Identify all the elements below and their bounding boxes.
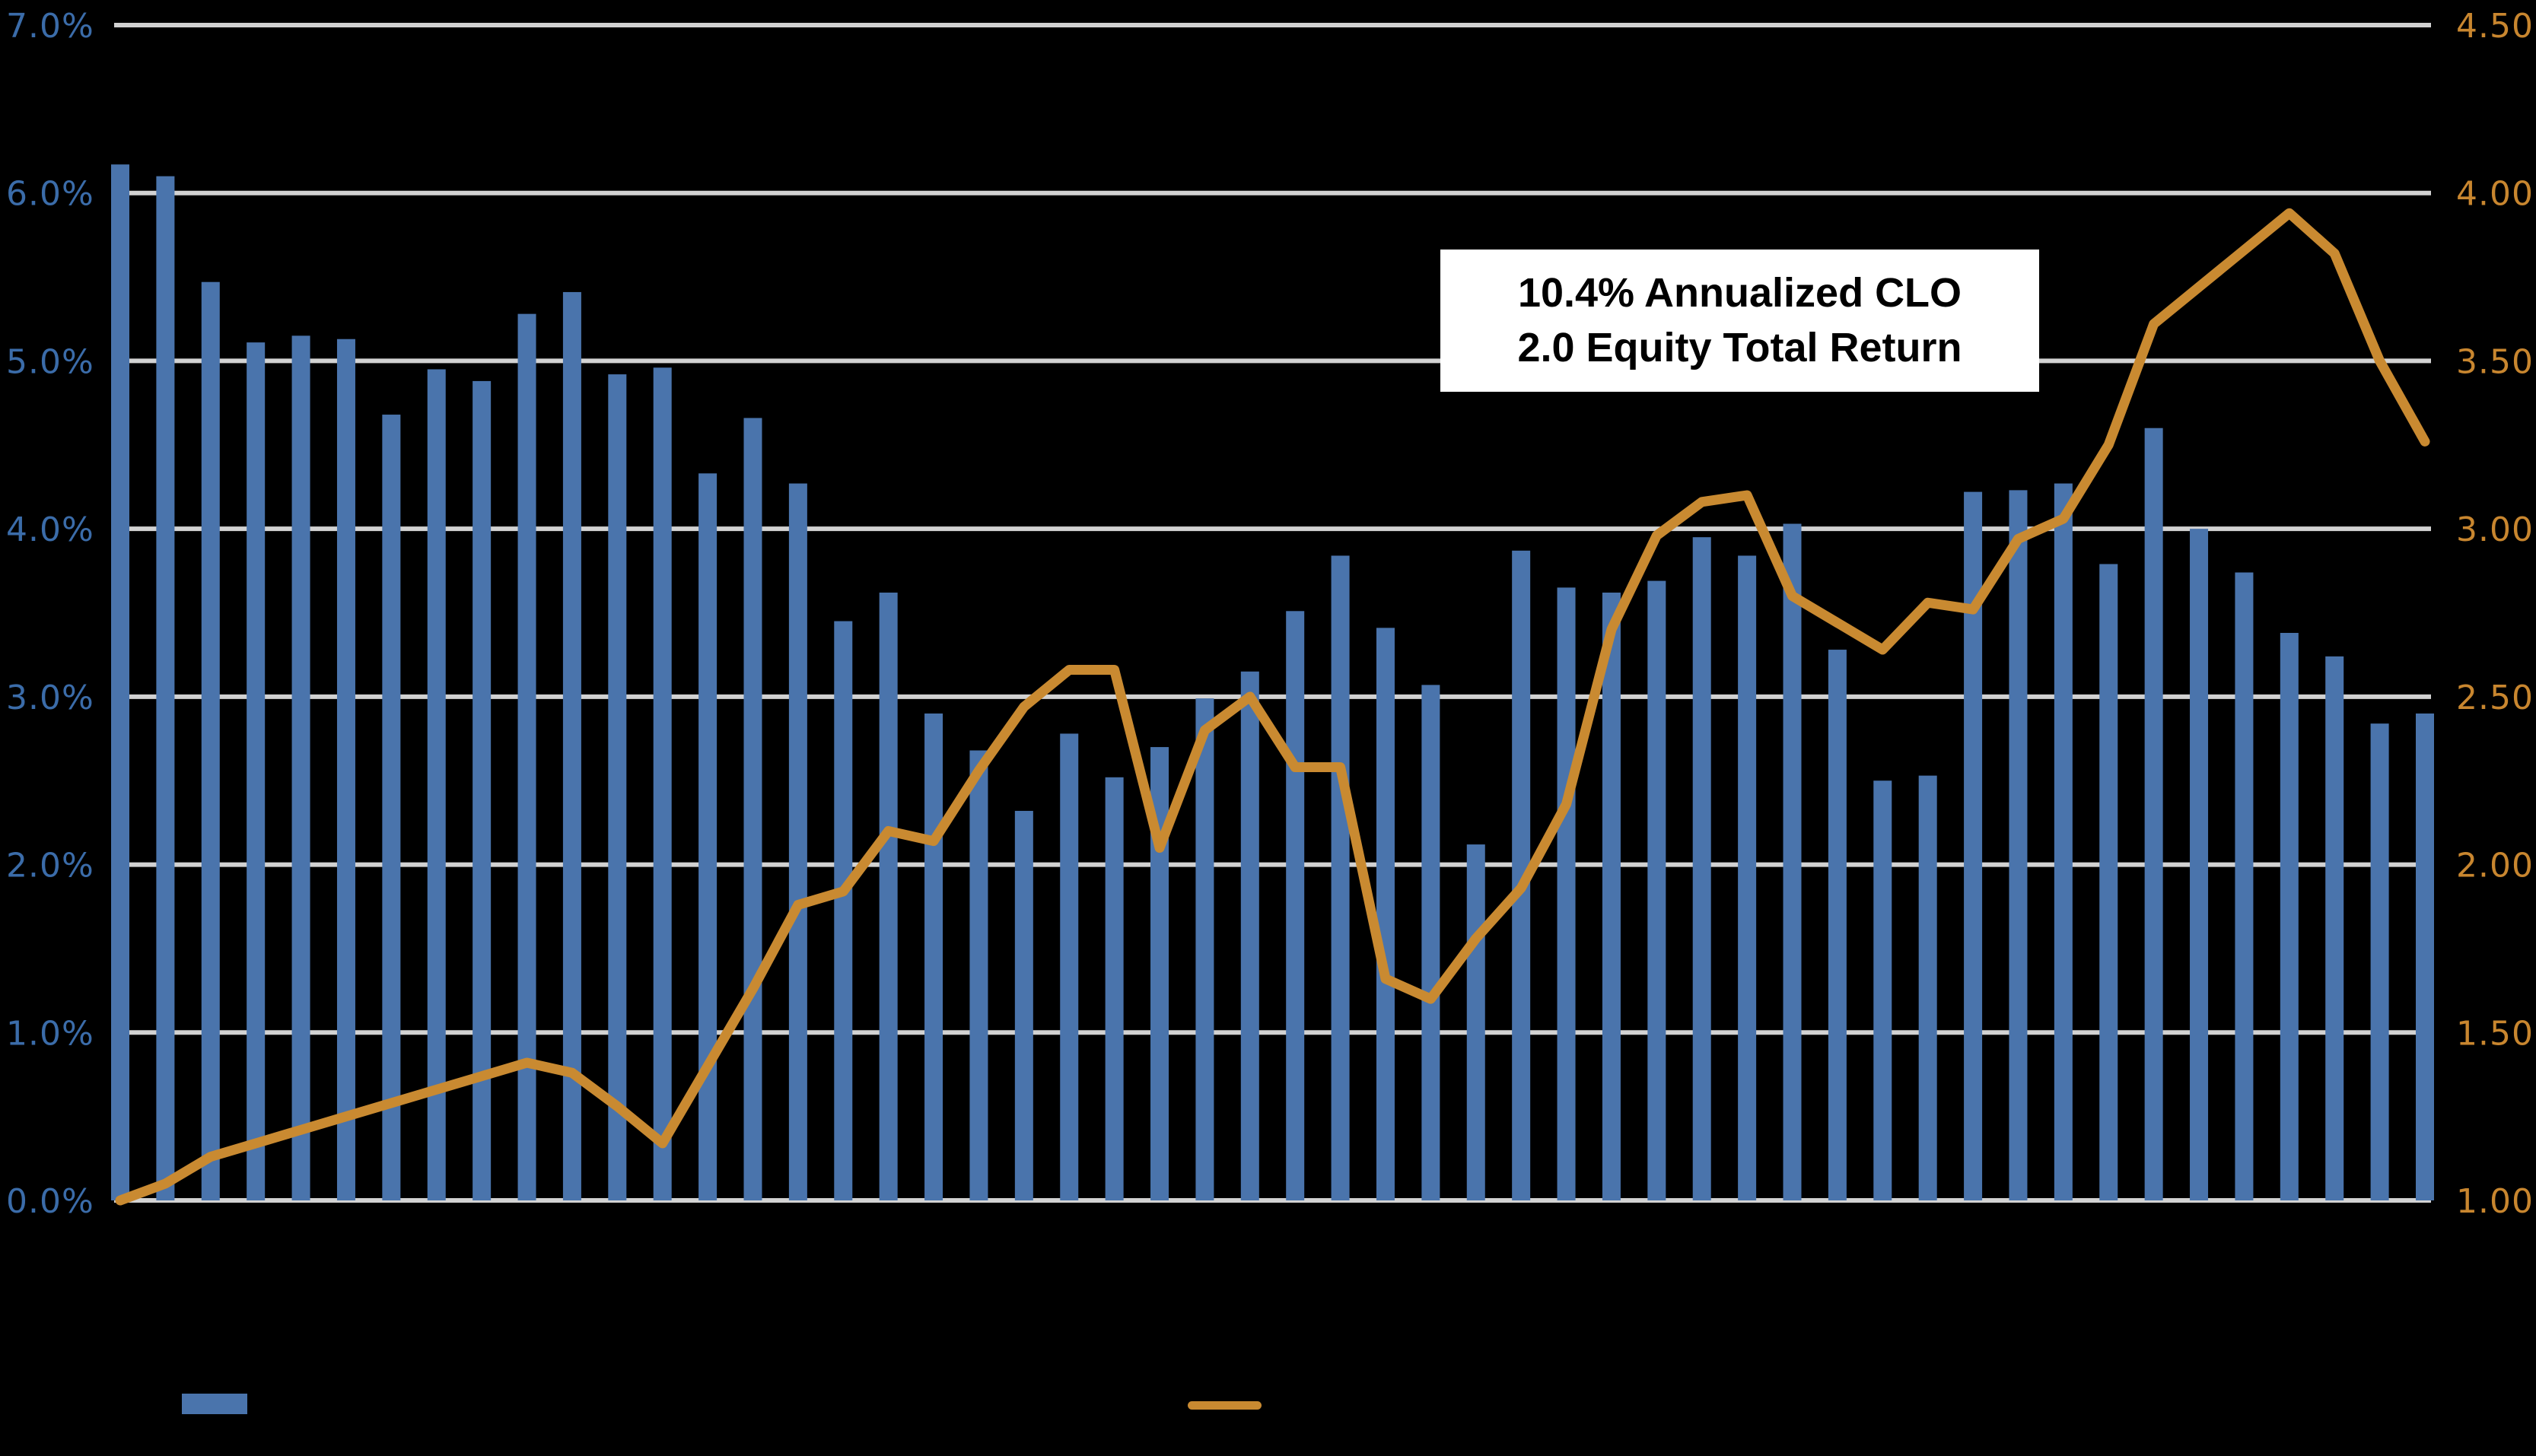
left-axis-tick: 1.0% (6, 1014, 94, 1053)
bar (111, 164, 129, 1200)
bar (517, 313, 536, 1201)
bar (291, 335, 310, 1201)
bar (1602, 593, 1621, 1200)
left-axis-tick: 6.0% (6, 175, 94, 214)
bar (1240, 671, 1259, 1200)
bar (1738, 555, 1757, 1200)
bar (1466, 844, 1485, 1200)
bar (562, 291, 581, 1201)
bar (247, 342, 266, 1200)
bar (2235, 572, 2254, 1200)
bar (2054, 483, 2073, 1200)
bar (1828, 650, 1847, 1200)
left-axis-tick: 3.0% (6, 679, 94, 717)
bar (1331, 555, 1350, 1200)
bar (2099, 564, 2118, 1200)
annotation-callout: 10.4% Annualized CLO 2.0 Equity Total Re… (1440, 250, 2039, 392)
bar (473, 380, 492, 1200)
right-axis-tick: 3.00 (2456, 510, 2534, 549)
total-return-line (115, 208, 2430, 1206)
bar (2190, 529, 2209, 1200)
bar (2325, 656, 2344, 1200)
bar (2009, 490, 2028, 1200)
left-axis-tick: 2.0% (6, 847, 94, 885)
bar (1783, 523, 1802, 1200)
bar (879, 593, 898, 1200)
right-axis-tick: 4.00 (2456, 175, 2534, 214)
bar (608, 374, 627, 1201)
bar (969, 750, 988, 1200)
right-axis-tick: 1.50 (2456, 1014, 2534, 1053)
bar (1873, 780, 1892, 1200)
bar (1105, 777, 1124, 1200)
right-axis-tick: 2.00 (2456, 847, 2534, 885)
right-axis-tick: 3.50 (2456, 342, 2534, 381)
bar (427, 369, 446, 1200)
bar (2144, 428, 2163, 1200)
right-axis-tick: 2.50 (2456, 679, 2534, 717)
bar (1060, 733, 1079, 1200)
bar (201, 281, 220, 1200)
right-axis-tick: 1.00 (2456, 1182, 2534, 1221)
bar (788, 483, 807, 1200)
bar (1376, 628, 1395, 1200)
bar (1286, 611, 1305, 1200)
bar (1014, 810, 1033, 1200)
left-axis-tick: 0.0% (6, 1182, 94, 1221)
left-axis-tick: 4.0% (6, 510, 94, 549)
bar (1557, 587, 1576, 1200)
bar (924, 713, 943, 1200)
bar (336, 339, 355, 1200)
bar (2280, 632, 2299, 1200)
bar (834, 621, 853, 1200)
right-axis-tick: 4.50 (2456, 7, 2534, 46)
annotation-text-line1: 10.4% Annualized CLO (1517, 270, 1962, 316)
annotation-text-line2: 2.0 Equity Total Return (1517, 324, 1962, 370)
bar (1195, 698, 1214, 1200)
bar (653, 367, 672, 1201)
bar (1421, 685, 1440, 1200)
bar (1918, 775, 1937, 1200)
bar (743, 418, 762, 1200)
left-axis-tick: 7.0% (6, 7, 94, 46)
bar (2416, 713, 2434, 1200)
bar (1647, 580, 1666, 1200)
bar (1692, 537, 1711, 1200)
left-axis-tick: 5.0% (6, 342, 94, 381)
bar (156, 176, 175, 1201)
bar (2370, 723, 2389, 1200)
bar (698, 473, 718, 1200)
bar (382, 415, 401, 1200)
